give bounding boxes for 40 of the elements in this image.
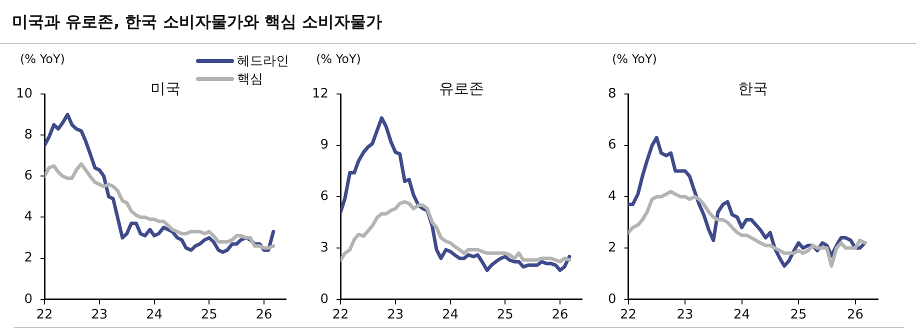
y-tick-label: 9: [320, 138, 329, 153]
y-tick-label: 10: [16, 86, 33, 102]
y-tick-label: 6: [608, 138, 616, 153]
chart-title: 미국: [150, 79, 180, 98]
x-tick-label: 26: [847, 308, 864, 323]
x-tick-label: 25: [200, 308, 218, 323]
x-tick-label: 26: [256, 308, 272, 323]
y-tick-label: 0: [608, 292, 616, 307]
y-tick-label: 6: [24, 168, 33, 184]
y-tick-label: 12: [312, 86, 329, 102]
legend-label: 헤드라인: [237, 53, 289, 70]
x-tick-label: 26: [552, 308, 568, 323]
legend-label: 핵심: [237, 71, 263, 88]
x-tick-label: 25: [790, 308, 807, 323]
y-tick-label: 8: [608, 86, 616, 102]
y-tick-label: 2: [608, 240, 616, 256]
x-tick-label: 23: [91, 308, 108, 323]
chart-title: 유로존: [438, 79, 484, 98]
y-tick-label: 4: [608, 189, 616, 204]
y-tick-label: 4: [24, 210, 33, 225]
x-tick-label: 22: [620, 308, 637, 323]
y-axis-title: (% YoY): [20, 52, 65, 66]
x-tick-label: 23: [676, 308, 694, 323]
x-tick-label: 23: [387, 308, 404, 323]
y-tick-label: 0: [320, 292, 329, 307]
y-axis-title: (% YoY): [612, 52, 657, 66]
y-tick-label: 6: [320, 189, 329, 204]
y-axis-title: (% YoY): [316, 52, 361, 66]
x-tick-label: 25: [496, 308, 514, 323]
x-tick-label: 24: [734, 308, 750, 323]
y-tick-label: 2: [24, 250, 33, 266]
chart-title: 한국: [738, 79, 768, 98]
y-tick-label: 0: [24, 292, 33, 307]
x-tick-label: 24: [146, 308, 163, 323]
y-tick-label: 8: [24, 127, 33, 142]
x-tick-label: 24: [442, 308, 459, 323]
text: 미국과 유로존, 한국 소비자물가와 핵심 소비자물가: [12, 12, 382, 33]
x-tick-label: 22: [332, 308, 349, 323]
x-tick-label: 22: [36, 308, 53, 323]
y-tick-label: 3: [320, 240, 329, 256]
